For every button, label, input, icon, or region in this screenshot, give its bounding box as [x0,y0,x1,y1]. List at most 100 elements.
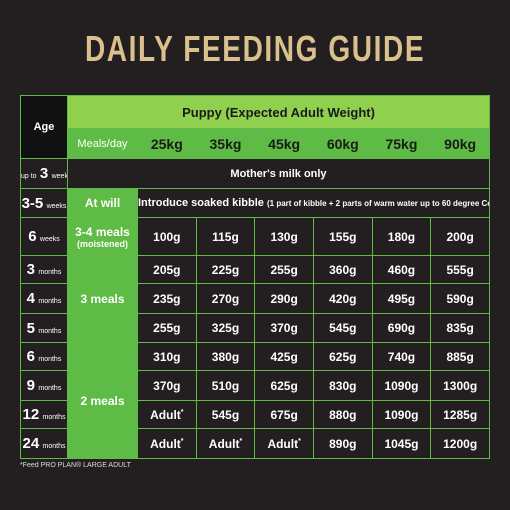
value-cell: 180g [371,217,432,256]
age-num: 6 [28,228,37,245]
value-cell: Adult* [137,400,197,429]
value-cell: 420g [312,283,373,314]
value-cell: 310g [137,342,197,371]
age-num: 9 [26,377,36,394]
value-cell: 545g [195,400,256,429]
value-cell: 1200g [430,428,490,459]
age-cell: up to 3 weeks [20,158,68,189]
value-cell: 1285g [430,400,490,429]
meals-detail: (moistened) [76,238,128,249]
meals-text: 3 meals [80,292,125,306]
value-text: Adult [150,436,181,451]
row: 3-5 weeks At will Introduce soaked kibble … [20,188,490,218]
value-cell: 200g [430,217,490,256]
age-num: 24 [22,435,40,452]
age-unit: months [38,385,62,392]
value-cell: 325g [195,313,256,343]
footnote: *Feed PRO PLAN® LARGE ADULT [20,462,131,469]
value-cell: 625g [312,342,373,371]
row: 6 months 2 meals 310g 380g 425g 625g 740g 885g [20,342,490,459]
value-cell: 1300g [430,370,490,401]
row: 4 months 235g 270g 290g 420g 495g 590g [20,283,490,314]
value-cell: 100g [137,217,197,256]
value-cell: 1090g [371,370,432,401]
age-cell: 3-5 weeks [20,188,68,218]
value-text: Adult [150,407,181,422]
value-cell: 740g [371,342,432,371]
value-cell: 1090g [371,400,432,429]
age-unit: weeks [46,202,67,210]
value-cell: 675g [254,400,314,429]
value-cell: 545g [312,313,373,343]
value-cell: 235g [137,283,197,314]
value-cell: 290g [254,283,314,314]
age-header: Age [20,95,68,159]
age-unit: months [42,414,66,421]
value-cell: 835g [430,313,490,343]
age-cell: 9 months [20,370,68,401]
age-cell: 6 months [20,342,68,371]
age-prefix: up to [21,173,37,180]
age-num: 5 [26,319,36,337]
value-cell: 885g [430,342,490,371]
age-num: 12 [22,406,40,423]
note-detail: (1 part of kibble + 2 parts of warm wate… [266,199,490,208]
title: DAILY FEEDING GUIDE [0,28,510,70]
age-cell: 5 months [20,313,68,343]
meals-text: 3-4 meals [75,224,130,239]
value-cell: 555g [430,255,490,284]
age-cell: 12 months [20,400,68,429]
note-cell: Introduce soaked kibble (1 part of kibbl… [137,188,490,218]
age-num: 3 [39,165,49,182]
title-text: DAILY FEEDING GUIDE [84,28,426,69]
weight-header: 25kg [137,128,197,159]
row: up to 3 weeks Mother's milk only [20,158,490,189]
age-cell: 3 months [20,255,68,284]
age-unit: months [38,269,62,276]
age-unit: months [38,327,62,335]
note-text: Introduce soaked kibble [138,197,264,209]
weight-header: 75kg [371,128,432,159]
value-sup: * [239,437,243,445]
value-cell: 255g [254,255,314,284]
weight-header: 45kg [254,128,314,159]
note-text: Mother's milk only [230,167,327,180]
age-num: 3-5 [21,194,44,212]
value-cell: Adult* [254,428,314,459]
value-cell: 360g [312,255,373,284]
value-cell: 225g [195,255,256,284]
value-cell: 1045g [371,428,432,459]
meals-cell: 3-4 meals (moistened) [67,217,138,256]
value-sup: * [298,437,301,445]
feeding-table: Age Puppy (Expected Adult Weight) Meals/da… [20,95,490,459]
value-text: Adult [208,436,240,451]
value-cell: 115g [195,217,256,256]
value-cell: 425g [254,342,314,371]
value-cell: 880g [312,400,373,429]
age-unit: weeks [51,173,67,180]
value-cell: 890g [312,428,373,459]
header-row: Meals/day 25kg 35kg 45kg 60kg 75kg 90kg [21,128,490,159]
value-cell: 270g [195,283,256,314]
age-cell: 24 months [20,428,68,459]
age-cell: 4 months [20,283,68,314]
row: 24 months Adult* Adult* Adult* 890g 1045g 1200… [20,428,490,459]
value-text: Adult [267,436,299,451]
weight-header: 60kg [312,128,373,159]
value-cell: 590g [430,283,490,314]
meals-text: At will [84,196,121,210]
age-unit: weeks [39,236,60,243]
value-cell: 255g [137,313,197,343]
value-cell: 495g [371,283,432,314]
value-cell: Adult* [195,428,256,459]
value-cell: 370g [254,313,314,343]
value-cell: 625g [254,370,314,401]
weight-header: 90kg [430,128,490,159]
header-row: Age Puppy (Expected Adult Weight) [20,95,490,159]
meals-text: 2 meals [80,393,125,408]
value-sup: * [180,408,184,416]
age-num: 4 [26,290,36,307]
value-cell: 460g [371,255,432,284]
meals-header: Meals/day [67,128,138,159]
